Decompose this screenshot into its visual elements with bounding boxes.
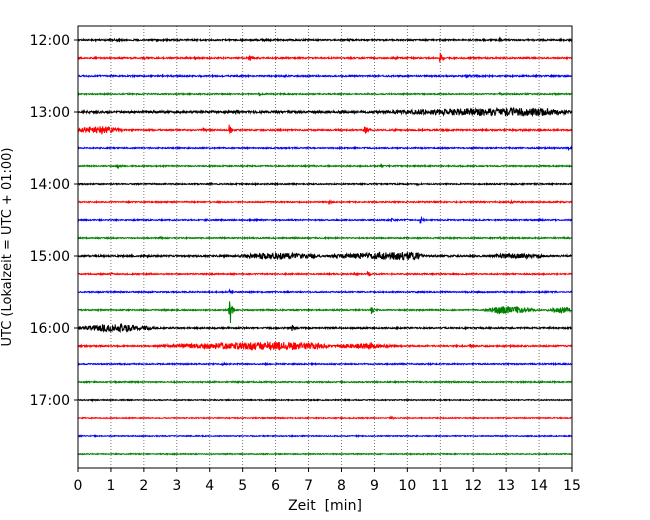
x-tick-label: 3 bbox=[172, 478, 181, 494]
x-tick-label: 9 bbox=[370, 478, 379, 494]
x-tick-label: 11 bbox=[431, 478, 449, 494]
trace-line bbox=[77, 398, 573, 403]
trace-line bbox=[77, 163, 573, 170]
trace-line bbox=[77, 36, 573, 43]
y-tick-label: 17:00 bbox=[30, 393, 70, 409]
trace-line bbox=[77, 235, 573, 241]
y-tick-label: 15:00 bbox=[30, 249, 70, 265]
trace-line bbox=[77, 434, 573, 438]
trace-line bbox=[77, 73, 573, 79]
trace-line bbox=[77, 340, 573, 352]
trace-line bbox=[77, 379, 573, 385]
plot-frame bbox=[77, 25, 573, 469]
x-tick-label: 8 bbox=[337, 478, 346, 494]
trace-line bbox=[77, 124, 573, 135]
trace-line bbox=[77, 198, 573, 205]
trace-line bbox=[77, 106, 573, 118]
y-tick-label: 13:00 bbox=[30, 105, 70, 121]
trace-series bbox=[77, 36, 573, 456]
x-tick-label: 12 bbox=[464, 478, 482, 494]
y-axis-ticks: 12:00 13:00 14:00 15:00 16:00 17:00 bbox=[30, 33, 78, 409]
trace-line bbox=[77, 91, 573, 97]
trace-line bbox=[77, 271, 573, 277]
trace-line bbox=[77, 415, 573, 421]
x-axis-label: Zeit [min] bbox=[288, 498, 362, 514]
x-tick-label: 7 bbox=[304, 478, 313, 494]
trace-line bbox=[77, 361, 573, 367]
x-tick-label: 13 bbox=[497, 478, 515, 494]
x-tick-label: 6 bbox=[271, 478, 280, 494]
trace-line bbox=[77, 215, 573, 224]
trace-line bbox=[77, 288, 573, 295]
trace-line bbox=[77, 452, 573, 456]
x-tick-label: 2 bbox=[139, 478, 148, 494]
grid-lines bbox=[110, 26, 540, 468]
y-tick-label: 12:00 bbox=[30, 33, 70, 49]
x-axis-ticks: 0 1 2 3 4 5 6 7 8 9 10 11 12 13 14 15 bbox=[74, 468, 581, 494]
x-tick-label: 5 bbox=[238, 478, 247, 494]
trace-line bbox=[77, 301, 573, 324]
trace-line bbox=[77, 181, 573, 187]
x-tick-label: 4 bbox=[205, 478, 214, 494]
x-tick-label: 10 bbox=[398, 478, 416, 494]
trace-line bbox=[77, 251, 573, 261]
y-tick-label: 14:00 bbox=[30, 177, 70, 193]
trace-line bbox=[77, 52, 573, 63]
x-tick-label: 15 bbox=[563, 478, 581, 494]
x-tick-label: 14 bbox=[530, 478, 548, 494]
trace-line bbox=[77, 145, 573, 152]
y-tick-label: 16:00 bbox=[30, 321, 70, 337]
trace-line bbox=[77, 322, 573, 333]
x-tick-label: 0 bbox=[74, 478, 83, 494]
y-axis-label: UTC (Lokalzeit = UTC + 01:00) bbox=[0, 148, 15, 347]
x-tick-label: 1 bbox=[106, 478, 115, 494]
